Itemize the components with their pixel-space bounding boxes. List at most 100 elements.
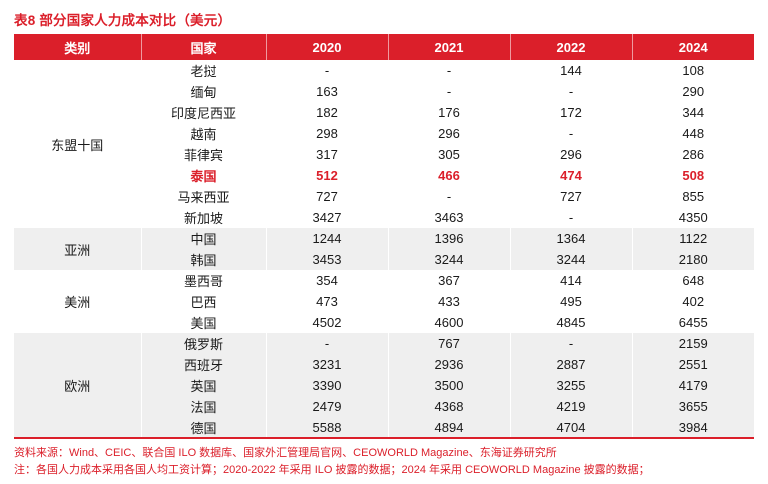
cell-value: 344: [631, 102, 754, 123]
table-row: 菲律宾 317 305 296 286: [14, 144, 754, 165]
cell-value: 163: [265, 81, 388, 102]
cell-value: 3255: [509, 375, 632, 396]
cell-value: 4845: [509, 312, 632, 333]
cell-country: 韩国: [140, 249, 266, 270]
cell-value: 182: [265, 102, 388, 123]
cell-value: 296: [387, 123, 510, 144]
cell-value: 2936: [387, 354, 510, 375]
cell-value: 3453: [265, 249, 388, 270]
cell-value: 108: [631, 60, 754, 81]
cell-value: 298: [265, 123, 388, 144]
header-year-2020: 2020: [265, 34, 388, 60]
cell-value: 767: [387, 333, 510, 354]
cell-value: 433: [387, 291, 510, 312]
cell-country: 菲律宾: [140, 144, 266, 165]
cell-value: 2887: [509, 354, 632, 375]
cell-country: 中国: [140, 228, 266, 249]
cell-value: 172: [509, 102, 632, 123]
table-row: 英国 3390 3500 3255 4179: [14, 375, 754, 396]
cell-country: 德国: [140, 417, 266, 438]
cell-value: 3500: [387, 375, 510, 396]
cell-value: 317: [265, 144, 388, 165]
cell-country: 新加坡: [140, 207, 266, 228]
cell-value: -: [265, 333, 388, 354]
cell-value: 4502: [265, 312, 388, 333]
cell-value: 4894: [387, 417, 510, 438]
header-year-2021: 2021: [387, 34, 510, 60]
cell-value: 3655: [631, 396, 754, 417]
cell-value: 414: [509, 270, 632, 291]
cell-value: 855: [631, 186, 754, 207]
cell-value: 290: [631, 81, 754, 102]
cell-value: -: [387, 60, 510, 81]
cell-value: 727: [265, 186, 388, 207]
cell-value: 495: [509, 291, 632, 312]
table-row: 越南 298 296-448: [14, 123, 754, 144]
table-row: 韩国 3453 3244 3244 2180: [14, 249, 754, 270]
cell-value: 286: [631, 144, 754, 165]
cell-value: 367: [387, 270, 510, 291]
cell-value: 3390: [265, 375, 388, 396]
cell-value: -: [509, 123, 632, 144]
table-row: 缅甸 163- -290: [14, 81, 754, 102]
header-country: 国家: [140, 34, 266, 60]
cell-country: 马来西亚: [140, 186, 266, 207]
cell-country: 巴西: [140, 291, 266, 312]
table-footer: 资料来源：Wind、CEIC、联合国 ILO 数据库、国家外汇管理局官网、CEO…: [14, 445, 759, 479]
cell-country: 墨西哥: [140, 270, 266, 291]
cell-value: 2551: [631, 354, 754, 375]
cell-value: -: [509, 81, 632, 102]
cell-value: 305: [387, 144, 510, 165]
cell-value: 448: [631, 123, 754, 144]
table-row: 东盟十国 老挝 - -144 108: [14, 60, 754, 153]
cell-value: 4704: [509, 417, 632, 438]
cell-country: 英国: [140, 375, 266, 396]
header-year-2022: 2022: [509, 34, 632, 60]
cell-country: 美国: [140, 312, 266, 333]
cell-country: 泰国: [140, 165, 266, 186]
cell-value: -: [509, 333, 632, 354]
cell-value: 176: [387, 102, 510, 123]
cell-value: 2180: [631, 249, 754, 270]
table-row: 美国 4502 4600 4845 6455: [14, 312, 754, 333]
cell-country: 印度尼西亚: [140, 102, 266, 123]
cell-value: 3427: [265, 207, 388, 228]
cell-category: 美洲: [64, 295, 91, 310]
cell-value: 144: [509, 60, 632, 81]
cell-value: 2159: [631, 333, 754, 354]
cell-category: 亚洲: [14, 228, 141, 270]
table-row: 德国 5588 4894 4704 3984: [14, 417, 754, 438]
table-row: 欧洲 俄罗斯 -767-2159: [14, 333, 754, 438]
table-row: 泰国 512 466 474 508: [14, 165, 754, 186]
table-row: 亚洲 中国 1244 1396 1364 1122: [14, 228, 754, 270]
cell-value: -: [509, 207, 632, 228]
cell-value: 4368: [387, 396, 510, 417]
cell-country: 俄罗斯: [140, 333, 266, 354]
cell-category: 东盟十国: [51, 137, 104, 153]
cell-value: 296: [509, 144, 632, 165]
cell-value: 4219: [509, 396, 632, 417]
header-category: 类别: [14, 34, 141, 60]
cell-value: 466: [387, 165, 510, 186]
cell-country: 越南: [140, 123, 266, 144]
cell-value: 3463: [387, 207, 510, 228]
cell-country: 西班牙: [140, 354, 266, 375]
cell-value: 6455: [631, 312, 754, 333]
table-row: 法国 2479 4368 4219 3655: [14, 396, 754, 417]
cell-value: 3244: [509, 249, 632, 270]
cell-value: 2479: [265, 396, 388, 417]
cell-value: 1364: [509, 228, 632, 249]
cell-value: 3244: [387, 249, 510, 270]
cell-value: 4179: [631, 375, 754, 396]
cell-value: 3984: [631, 417, 754, 438]
table-row: 马来西亚 727-727 855: [14, 186, 754, 207]
cell-value: 4350: [631, 207, 754, 228]
header-row: 类别 国家 2020 2021 2022 2024: [14, 34, 754, 60]
cell-value: 727: [509, 186, 632, 207]
cell-value: -: [387, 81, 510, 102]
cell-value: -: [265, 60, 388, 81]
cell-value: 402: [631, 291, 754, 312]
cell-value: 648: [631, 270, 754, 291]
cell-country: 法国: [140, 396, 266, 417]
cell-value: 1396: [387, 228, 510, 249]
